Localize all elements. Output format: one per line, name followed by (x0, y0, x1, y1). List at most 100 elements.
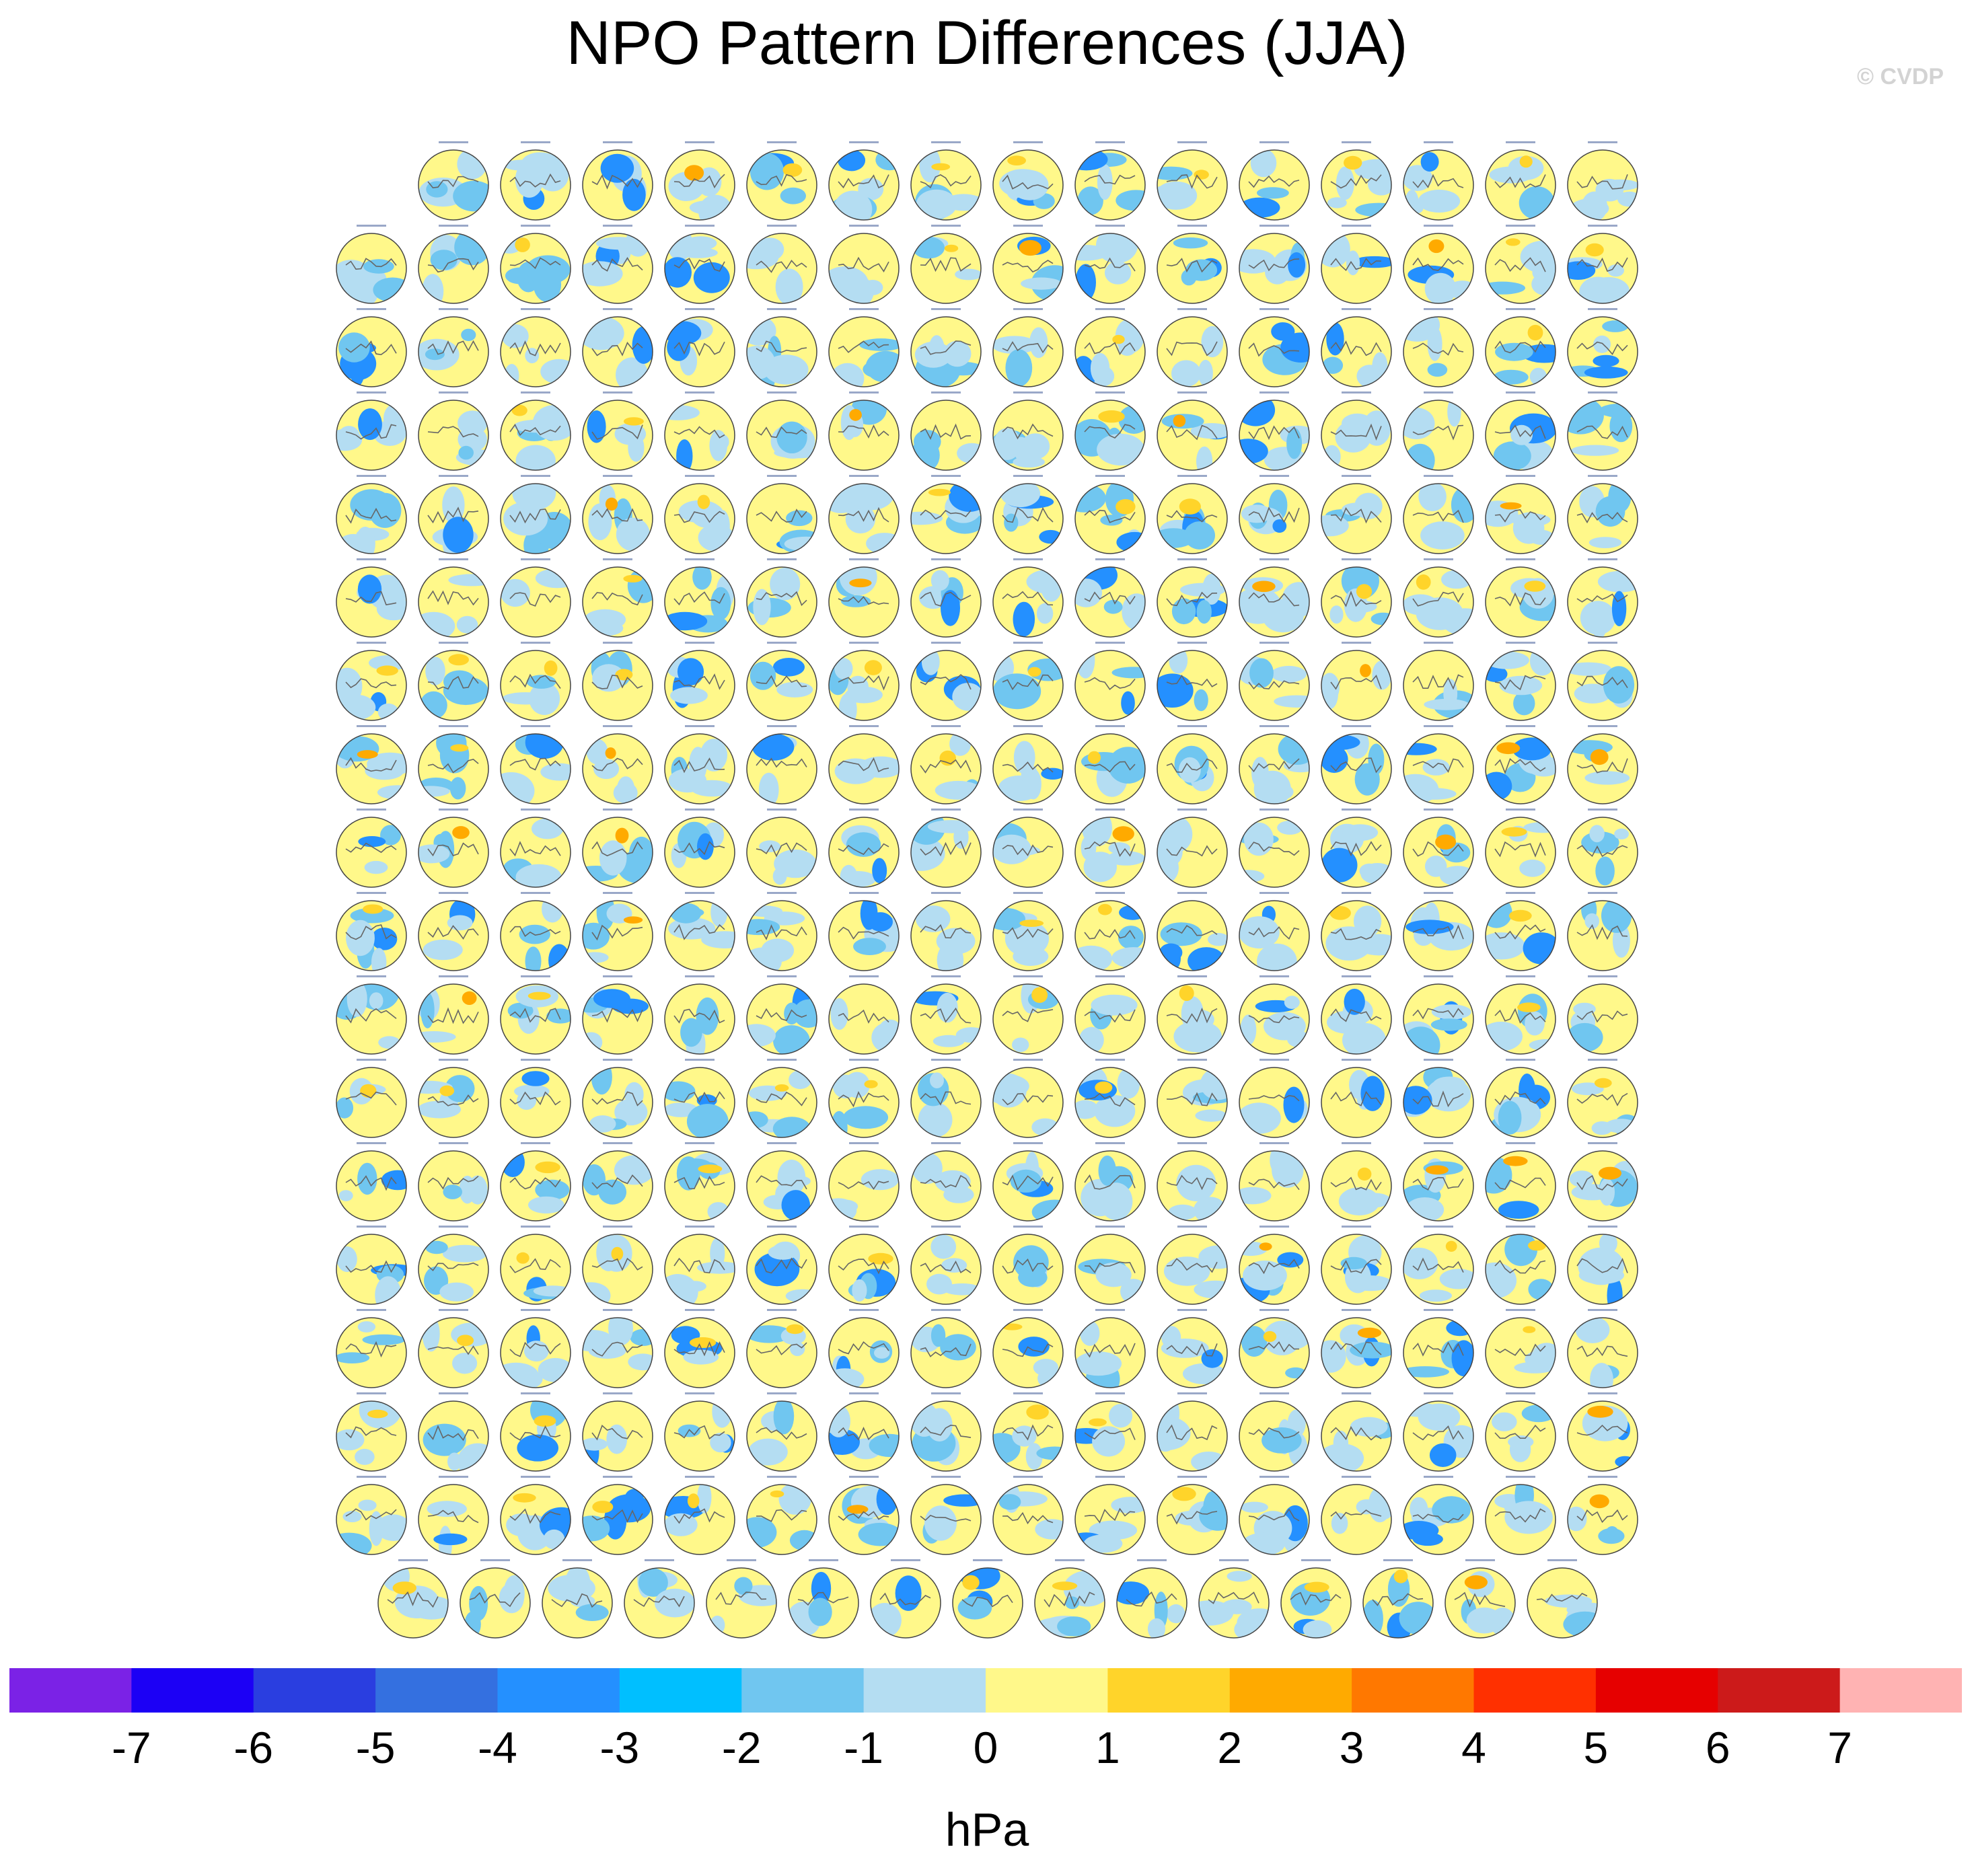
map-panel (992, 558, 1064, 638)
map-panel (746, 1142, 817, 1222)
panel-header (685, 1142, 715, 1144)
colorbar-swatch (1229, 1668, 1352, 1713)
map-panel (1239, 391, 1310, 471)
map-panel (1403, 141, 1474, 221)
panel-header (685, 725, 715, 727)
panel-header (1177, 475, 1207, 477)
panel-header (1013, 308, 1043, 310)
map-panel (1321, 391, 1392, 471)
map-panel (336, 308, 407, 387)
map-panel (582, 809, 653, 888)
map-panel (1485, 225, 1556, 304)
panel-header (439, 725, 468, 727)
panel-header (603, 1309, 632, 1311)
panel-header (685, 1309, 715, 1311)
map-panel (1567, 308, 1638, 387)
map-panel (1074, 725, 1146, 804)
map-panel (500, 1392, 571, 1472)
map-panel (910, 225, 982, 304)
panel-header (1259, 1476, 1289, 1478)
panel-header (603, 809, 632, 811)
panel-header (849, 475, 879, 477)
panel-header (1177, 725, 1207, 727)
panel-header (767, 1309, 797, 1311)
panel-header (931, 1226, 961, 1228)
map-panel (500, 558, 571, 638)
panel-header (1013, 391, 1043, 393)
panel-header (1177, 1226, 1207, 1228)
panel-header (1588, 475, 1617, 477)
panel-header (1259, 141, 1289, 143)
panel-header (767, 558, 797, 560)
panel-header (357, 475, 386, 477)
panel-header (357, 1059, 386, 1061)
panel-header (1342, 1392, 1371, 1394)
map-panel (336, 1476, 407, 1555)
map-panel (1157, 1059, 1228, 1138)
map-panel (1485, 975, 1556, 1055)
map-panel (1239, 725, 1310, 804)
panel-header (809, 1559, 838, 1561)
map-panel (1239, 892, 1310, 971)
panel-header (1342, 141, 1371, 143)
map-panel (870, 1559, 941, 1639)
map-panel (336, 558, 407, 638)
colorbar-units-label: hPa (945, 1803, 1029, 1856)
map-panel (500, 225, 571, 304)
panel-header (1259, 1226, 1289, 1228)
map-panel (542, 1559, 613, 1639)
panel-header (439, 558, 468, 560)
panel-header (1424, 1142, 1453, 1144)
panel-header (931, 1059, 961, 1061)
map-panel (582, 725, 653, 804)
map-panel (336, 1059, 407, 1138)
map-panel (418, 225, 489, 304)
map-panel (992, 141, 1064, 221)
panel-header (767, 1142, 797, 1144)
map-panel (460, 1559, 531, 1639)
map-panel (664, 1226, 735, 1305)
map-panel (1485, 1059, 1556, 1138)
panel-header (1424, 1392, 1453, 1394)
panel-header (1259, 1059, 1289, 1061)
map-panel (418, 1392, 489, 1472)
map-panel (624, 1559, 695, 1639)
map-panel (1157, 975, 1228, 1055)
panel-header (1095, 1476, 1125, 1478)
panel-header (1177, 225, 1207, 227)
map-panel (1157, 1392, 1228, 1472)
panel-header (439, 1059, 468, 1061)
colorbar (9, 1668, 1962, 1713)
map-panel (910, 725, 982, 804)
panel-header (357, 1476, 386, 1478)
colorbar-swatch (863, 1668, 986, 1713)
panel-header (1424, 1226, 1453, 1228)
colorbar-tick-label: -4 (478, 1723, 517, 1772)
panel-header (1424, 558, 1453, 560)
panel-header (603, 1059, 632, 1061)
map-panel (500, 1309, 571, 1388)
panel-header (439, 475, 468, 477)
panel-header (767, 809, 797, 811)
colorbar-swatch (497, 1668, 620, 1713)
panel-header (357, 975, 386, 977)
map-panel (746, 225, 817, 304)
map-panel (746, 1059, 817, 1138)
map-panel (1198, 1559, 1270, 1639)
panel-header (357, 558, 386, 560)
panel-header (1506, 1476, 1535, 1478)
map-panel (1074, 558, 1146, 638)
panel-header (1424, 391, 1453, 393)
map-panel (582, 1392, 653, 1472)
panel-header (603, 141, 632, 143)
panel-header (521, 809, 550, 811)
map-panel (1403, 391, 1474, 471)
colorbar-swatch (253, 1668, 376, 1713)
panel-header (521, 308, 550, 310)
panel-header (767, 475, 797, 477)
map-panel (418, 1059, 489, 1138)
panel-header (1013, 1309, 1043, 1311)
colorbar-tick-label: 7 (1827, 1723, 1852, 1772)
map-panel (1074, 1059, 1146, 1138)
panel-header (931, 892, 961, 894)
